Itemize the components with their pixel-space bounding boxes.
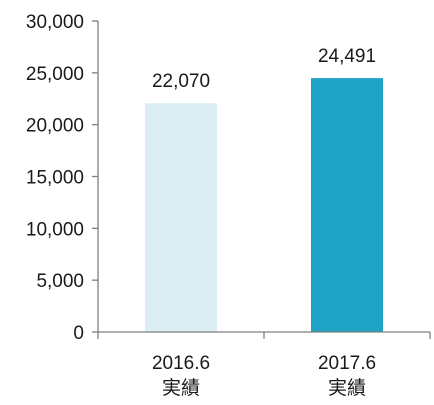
x-category-label: 2016.6 [152, 353, 210, 374]
y-tick-label: 0 [73, 323, 84, 344]
x-category-sublabel: 実績 [328, 377, 366, 399]
x-category-sublabel: 実績 [162, 377, 200, 399]
y-tick-label: 25,000 [26, 64, 84, 85]
y-tick-label: 20,000 [26, 116, 84, 137]
y-tick-label: 15,000 [26, 168, 84, 189]
x-axis-labels: 2016.6 実績 2017.6 実績 [152, 353, 376, 399]
bar [145, 103, 217, 332]
bar-value-label: 22,070 [152, 71, 210, 92]
y-tick-label: 30,000 [26, 12, 84, 33]
y-tick-label: 10,000 [26, 219, 84, 240]
bar [311, 78, 383, 332]
bar-value-label: 24,491 [318, 46, 376, 67]
y-tick-label: 5,000 [36, 271, 84, 292]
x-category-label: 2017.6 [318, 353, 376, 374]
y-axis-ticks: 0 5,000 10,000 15,000 20,000 25,000 30,000 [26, 12, 431, 344]
bars: 22,070 24,491 [145, 46, 383, 332]
